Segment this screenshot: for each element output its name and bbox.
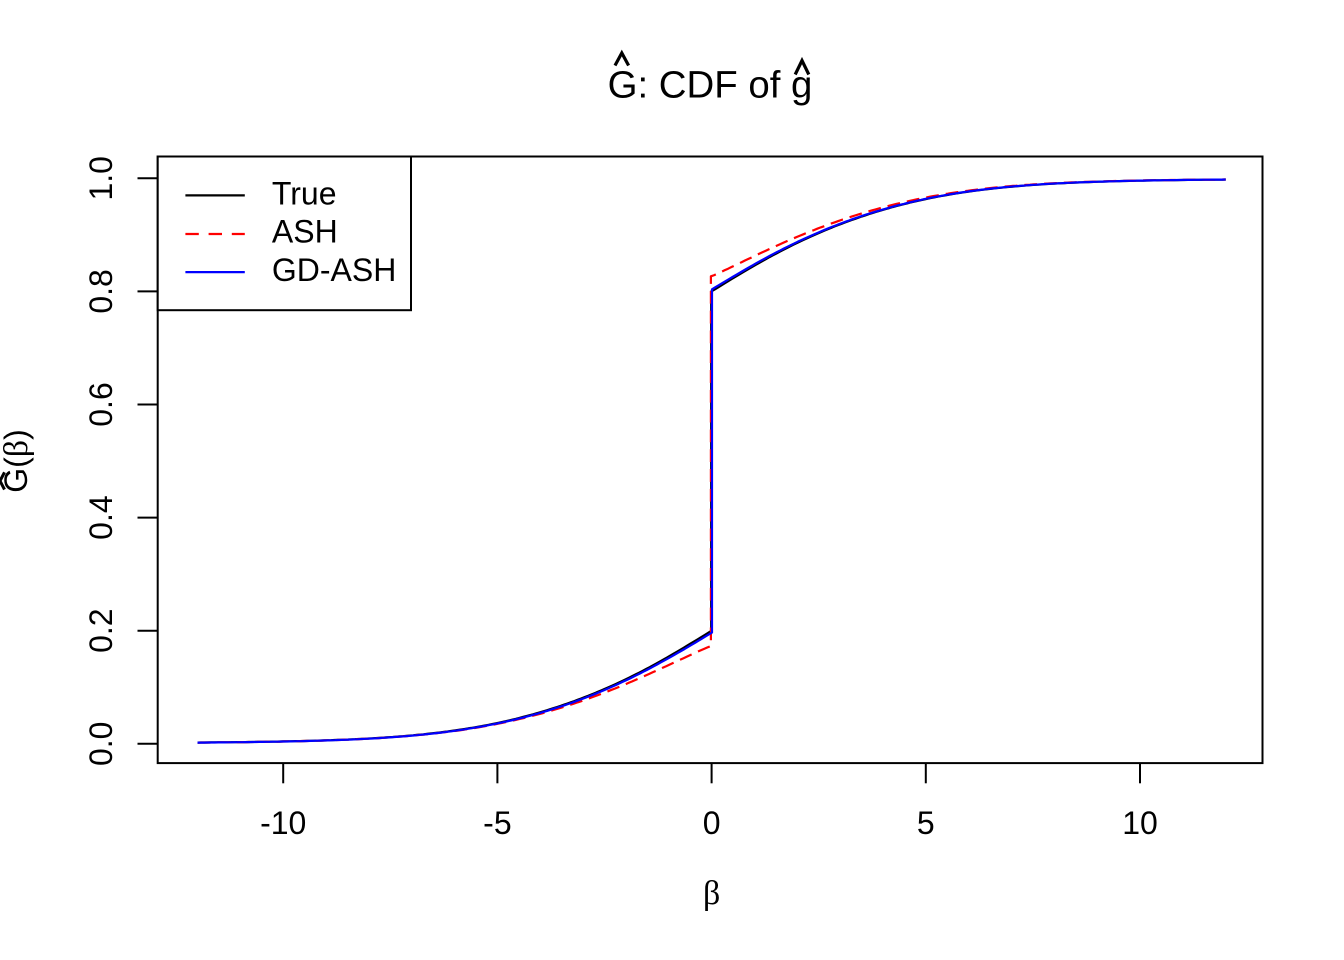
svg-text:0.0: 0.0 xyxy=(83,722,119,766)
svg-text:0.4: 0.4 xyxy=(83,495,119,539)
svg-text:G(β): G(β) xyxy=(0,429,35,493)
svg-text:0.2: 0.2 xyxy=(83,608,119,652)
svg-text:-5: -5 xyxy=(483,805,511,841)
svg-text:0.8: 0.8 xyxy=(83,269,119,313)
svg-text:G: CDF of g: G: CDF of g xyxy=(608,64,813,107)
svg-text:-10: -10 xyxy=(260,805,306,841)
svg-text:True: True xyxy=(272,176,337,212)
svg-text:ASH: ASH xyxy=(272,214,338,250)
svg-text:5: 5 xyxy=(917,805,935,841)
svg-text:0.6: 0.6 xyxy=(83,382,119,426)
svg-text:10: 10 xyxy=(1122,805,1158,841)
svg-text:GD-ASH: GD-ASH xyxy=(272,252,396,288)
svg-text:1.0: 1.0 xyxy=(83,156,119,200)
svg-text:β: β xyxy=(703,875,720,912)
svg-text:0: 0 xyxy=(703,805,721,841)
